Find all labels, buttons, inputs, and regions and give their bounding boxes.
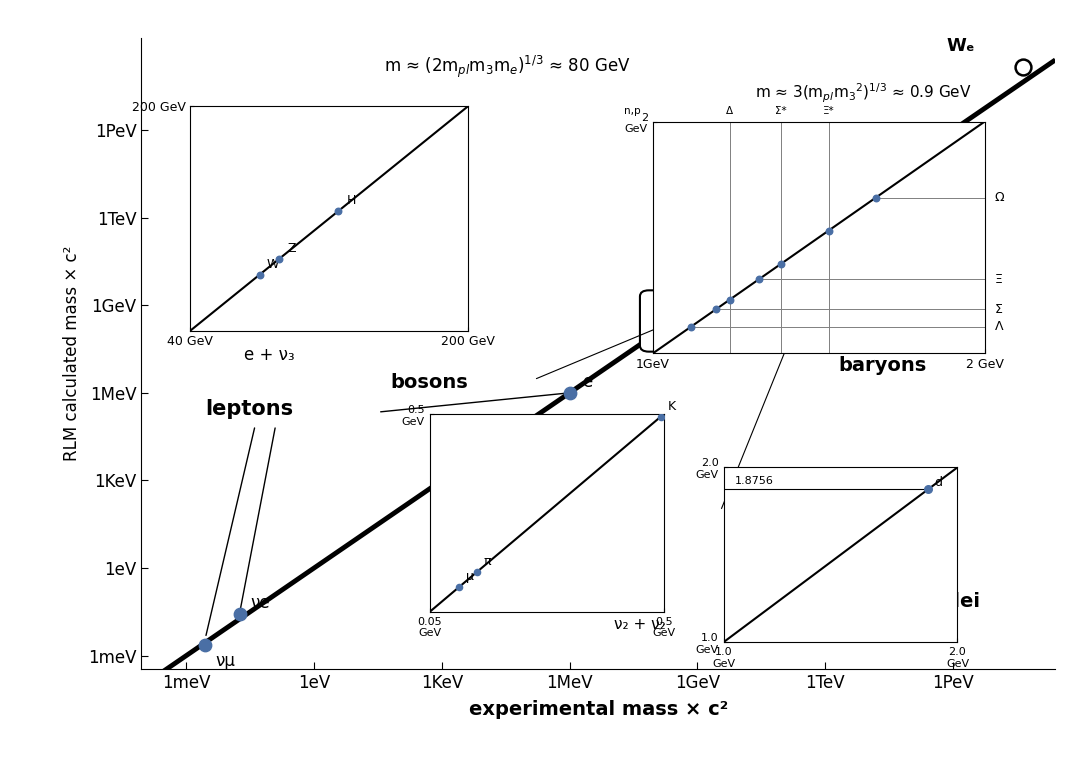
Text: μ: μ [466, 570, 473, 583]
Point [270, 253, 287, 265]
Text: m ≈ 3(m$_{pl}$m$_2$$^2$)$^{1/3}$
≈ 0.3 GeV: m ≈ 3(m$_{pl}$m$_2$$^2$)$^{1/3}$ ≈ 0.3 G… [480, 542, 613, 585]
Text: e + ν₃: e + ν₃ [244, 346, 295, 363]
Point [329, 205, 346, 217]
Text: baryons: baryons [839, 356, 927, 375]
Point [1015, 61, 1033, 73]
Point [751, 273, 768, 285]
Point [450, 581, 468, 594]
Text: Wₑ: Wₑ [947, 37, 975, 55]
Text: Ξ: Ξ [994, 273, 1002, 286]
Text: H: H [346, 195, 356, 207]
Text: K: K [667, 400, 676, 413]
Text: Σ: Σ [994, 302, 1002, 316]
Text: leptons: leptons [206, 399, 294, 419]
X-axis label: experimental mass × c²: experimental mass × c² [469, 700, 728, 719]
Text: π: π [483, 556, 491, 568]
Text: 1.8756: 1.8756 [735, 476, 774, 486]
Point [820, 224, 838, 236]
Text: n,p: n,p [623, 106, 641, 116]
Text: Z: Z [287, 242, 296, 255]
Text: Σ*: Σ* [775, 106, 787, 116]
FancyBboxPatch shape [809, 174, 879, 235]
FancyBboxPatch shape [640, 290, 709, 352]
Text: ν₃ + ν₃: ν₃ + ν₃ [857, 540, 908, 556]
Point [919, 483, 937, 496]
Text: e: e [582, 373, 593, 391]
Text: d: d [935, 476, 942, 489]
Y-axis label: RLM calculated mass × c²: RLM calculated mass × c² [63, 245, 82, 461]
Text: Λ: Λ [994, 320, 1003, 333]
Point [707, 303, 725, 315]
Text: νe: νe [250, 594, 270, 612]
Point [561, 387, 579, 399]
Point [721, 293, 739, 306]
Text: Ξ*: Ξ* [823, 106, 834, 116]
Point [251, 268, 269, 280]
Point [867, 192, 885, 204]
Point [771, 258, 789, 271]
Text: nuclei: nuclei [915, 593, 980, 612]
Text: Ω: Ω [994, 191, 1004, 204]
Text: Δ: Δ [726, 106, 733, 116]
Point [682, 321, 700, 333]
Text: ν₂ + ν₂: ν₂ + ν₂ [614, 617, 666, 632]
Text: m ≈ (2m$_{pl}$m$_3$m$_e$)$^{1/3}$ ≈ 80 GeV: m ≈ (2m$_{pl}$m$_3$m$_e$)$^{1/3}$ ≈ 80 G… [384, 54, 631, 80]
Point [468, 566, 485, 578]
Text: bosons: bosons [391, 373, 468, 392]
Text: νμ: νμ [215, 652, 235, 670]
FancyBboxPatch shape [727, 231, 796, 292]
Point [652, 410, 669, 423]
Text: m ≈ 3(m$_{pl}$m$_3$$^2$)$^{1/3}$ ≈ 0.9 GeV: m ≈ 3(m$_{pl}$m$_3$$^2$)$^{1/3}$ ≈ 0.9 G… [755, 81, 972, 105]
Text: W: W [267, 258, 279, 271]
Point [197, 639, 214, 651]
Point [231, 607, 248, 619]
